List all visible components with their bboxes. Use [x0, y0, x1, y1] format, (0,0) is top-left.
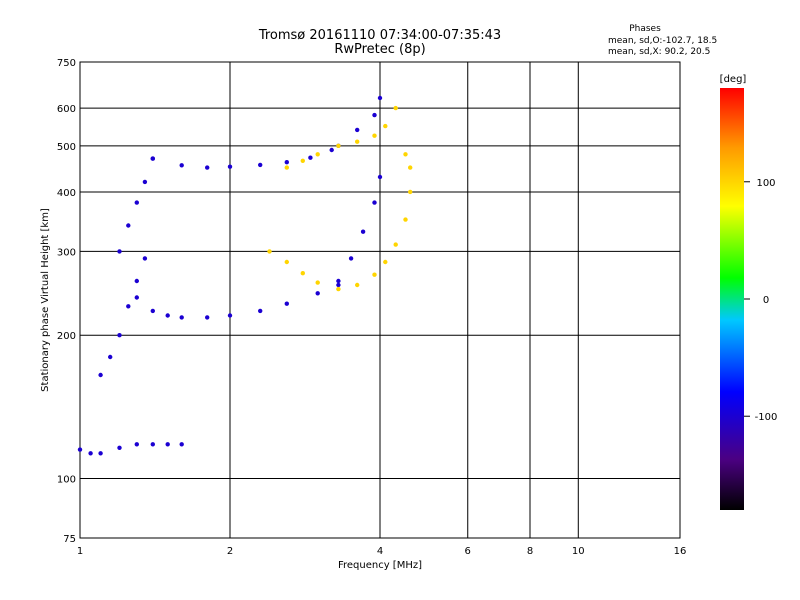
- y-tick-label: 100: [57, 475, 76, 486]
- data-point-o: [308, 155, 313, 160]
- data-point-x: [403, 152, 408, 157]
- data-point-o: [348, 256, 354, 261]
- data-point-o: [98, 372, 103, 378]
- data-point-o: [117, 249, 122, 254]
- data-point-x: [408, 165, 413, 170]
- data-point-x: [315, 280, 320, 285]
- data-point-o: [315, 291, 320, 296]
- data-point-x: [336, 143, 341, 148]
- x-tick-label: 4: [377, 546, 383, 557]
- data-point-x: [372, 272, 377, 277]
- data-point-o: [134, 295, 139, 300]
- data-point-o: [336, 278, 341, 284]
- data-point-x: [355, 282, 360, 288]
- data-point-o: [360, 229, 366, 234]
- stats-o-mode: mean, sd,O:-102.7, 18.5: [608, 36, 717, 46]
- data-point-o: [134, 442, 139, 447]
- data-point-x: [393, 105, 398, 111]
- data-point-x: [284, 259, 289, 265]
- data-point-o: [372, 112, 377, 118]
- gridlines: [79, 61, 681, 539]
- data-point-o: [165, 442, 170, 447]
- x-tick-label: 6: [465, 546, 471, 557]
- data-point-o: [336, 282, 341, 288]
- data-point-o: [126, 223, 131, 228]
- colorbar-ticks: 100 0 -100: [744, 178, 777, 423]
- data-point-o: [205, 165, 210, 170]
- data-point-x: [284, 165, 289, 170]
- data-point-o: [117, 445, 122, 450]
- data-point-x: [383, 259, 388, 265]
- data-point-o: [134, 278, 139, 284]
- data-point-o: [108, 354, 113, 360]
- data-point-o: [179, 315, 184, 320]
- data-point-x: [393, 242, 398, 247]
- data-point-o: [98, 451, 103, 456]
- data-point-o: [355, 127, 360, 133]
- data-points: [77, 95, 413, 456]
- data-point-x: [300, 158, 305, 163]
- y-tick-label: 750: [57, 58, 76, 69]
- y-tick-label: 500: [57, 142, 76, 153]
- data-point-x: [383, 123, 388, 129]
- colorbar: [720, 88, 744, 510]
- data-point-x: [267, 249, 272, 254]
- data-point-o: [126, 304, 131, 309]
- data-point-o: [284, 160, 289, 165]
- data-point-o: [258, 162, 263, 168]
- data-point-o: [134, 200, 139, 205]
- data-point-o: [179, 442, 184, 447]
- colorbar-tick-label: 100: [756, 178, 775, 189]
- data-point-o: [165, 313, 170, 318]
- x-axis-label: Frequency [MHz]: [338, 560, 422, 571]
- data-point-o: [284, 301, 289, 306]
- data-point-o: [77, 447, 83, 452]
- data-point-o: [117, 333, 122, 338]
- data-point-x: [315, 152, 320, 157]
- y-tick-label: 75: [63, 534, 76, 545]
- data-point-o: [150, 156, 155, 161]
- data-point-x: [355, 139, 360, 144]
- data-point-x: [336, 286, 341, 292]
- x-tick-labels: 1 2 4 6 8 10 16: [77, 546, 687, 557]
- x-tick-label: 16: [674, 546, 687, 557]
- stats-heading: Phases: [629, 24, 661, 34]
- data-point-o: [329, 147, 334, 153]
- colorbar-tick-label: 0: [763, 295, 769, 306]
- data-point-o: [377, 95, 383, 101]
- data-point-x: [408, 189, 413, 195]
- y-tick-labels: 75 100 200 300 400 500 600 750: [57, 58, 76, 545]
- data-point-x: [403, 217, 408, 222]
- data-point-o: [372, 200, 377, 205]
- data-point-o: [179, 163, 184, 168]
- x-tick-label: 2: [227, 546, 233, 557]
- data-point-o: [227, 313, 233, 318]
- data-point-o: [258, 308, 263, 314]
- data-point-x: [300, 271, 305, 276]
- data-point-x: [372, 133, 377, 138]
- data-point-o: [142, 256, 148, 261]
- y-axis-label: Stationary phase Virtual Height [km]: [40, 208, 51, 392]
- y-tick-label: 400: [57, 188, 76, 199]
- colorbar-tick-label: -100: [755, 412, 778, 423]
- data-point-o: [227, 164, 233, 169]
- data-point-o: [205, 315, 210, 320]
- x-tick-label: 1: [77, 546, 83, 557]
- data-point-o: [142, 179, 148, 185]
- y-tick-label: 200: [57, 331, 76, 342]
- data-point-o: [150, 442, 155, 447]
- chart-title-line1: Tromsø 20161110 07:34:00-07:35:43: [258, 28, 501, 43]
- y-tick-label: 300: [57, 247, 76, 258]
- data-point-o: [377, 174, 383, 180]
- data-point-o: [88, 451, 93, 456]
- x-tick-label: 8: [527, 546, 533, 557]
- data-point-o: [150, 308, 155, 314]
- y-tick-label: 600: [57, 104, 76, 115]
- chart-title-line2: RwPretec (8p): [334, 42, 425, 57]
- x-tick-label: 10: [572, 546, 585, 557]
- colorbar-unit-label: [deg]: [720, 74, 747, 85]
- stats-x-mode: mean, sd,X: 90.2, 20.5: [608, 47, 710, 57]
